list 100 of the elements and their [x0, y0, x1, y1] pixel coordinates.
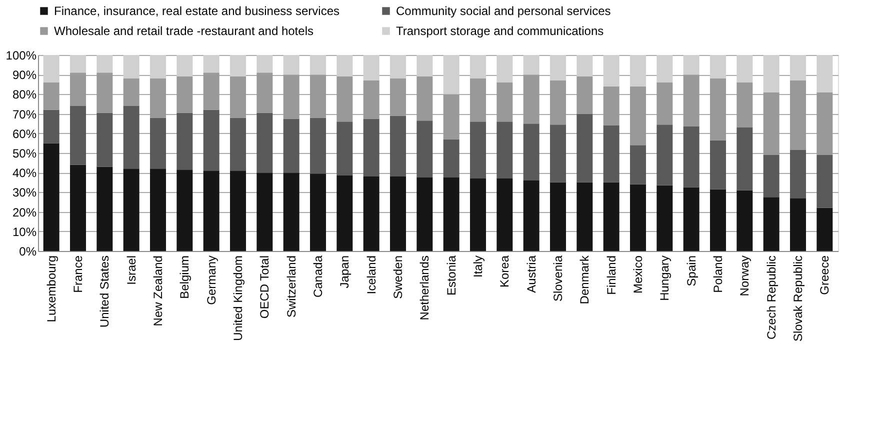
bar [230, 55, 246, 77]
bar [283, 172, 300, 251]
y-tick-label: 70% [12, 107, 37, 122]
bar [43, 143, 60, 251]
bar [96, 55, 113, 73]
bar [390, 116, 406, 177]
bar [710, 189, 726, 251]
bar [203, 55, 220, 73]
bar [630, 184, 646, 251]
bar [123, 106, 140, 169]
bar [283, 55, 300, 75]
bar [416, 120, 433, 178]
bar [523, 74, 540, 124]
bar [176, 170, 193, 251]
bar [70, 55, 86, 73]
bar [656, 82, 673, 125]
bar [683, 126, 700, 188]
bar [683, 55, 700, 75]
bar [416, 55, 433, 77]
x-tick-label: Poland [711, 256, 725, 293]
bar [390, 78, 406, 116]
bar [150, 168, 166, 251]
bar [550, 80, 566, 125]
bar [230, 76, 246, 118]
bar [283, 74, 300, 119]
bar [496, 55, 513, 82]
x-tick-label: Sweden [391, 256, 405, 299]
x-tick-label: OECD Total [258, 256, 272, 319]
x-tick-label: Austria [524, 255, 538, 293]
x-tick-label: France [71, 255, 85, 293]
bar [70, 106, 86, 165]
x-tick-label: United Kingdom [231, 256, 245, 341]
x-tick-label: Estonia [444, 255, 458, 296]
bar [363, 55, 380, 80]
bar [310, 74, 326, 118]
bar [363, 176, 380, 251]
legend-label: Community social and personal services [396, 4, 611, 18]
x-tick-label: Netherlands [418, 256, 432, 320]
y-tick-label: 90% [12, 68, 37, 82]
y-tick-label: 50% [12, 146, 37, 160]
bar [310, 55, 326, 75]
bar [763, 55, 780, 92]
bar [816, 55, 833, 92]
bar [496, 122, 513, 178]
bar [576, 114, 593, 182]
bar [336, 76, 353, 122]
bar [550, 182, 566, 251]
bar [630, 86, 646, 146]
bar [683, 74, 700, 127]
bar [656, 55, 673, 82]
bar [176, 76, 193, 113]
bar [470, 178, 486, 251]
bar [790, 80, 806, 150]
bar [523, 124, 540, 180]
x-tick-label: Czech Republic [764, 256, 778, 340]
bar [256, 72, 273, 113]
bar [390, 176, 406, 251]
bar [363, 80, 380, 119]
bar [470, 55, 486, 79]
bar [630, 145, 646, 184]
y-tick-label: 100% [6, 48, 37, 62]
bar [443, 178, 460, 251]
bar [523, 55, 540, 75]
bar [96, 166, 113, 251]
bar [710, 78, 726, 140]
bar [96, 112, 113, 167]
bar [203, 170, 220, 251]
bar [256, 55, 273, 73]
bar [416, 178, 433, 251]
bar [230, 118, 246, 171]
bar [736, 55, 753, 82]
x-tick-label: Greece [818, 255, 832, 295]
x-tick-label: Hungary [658, 256, 672, 301]
bar [763, 197, 780, 251]
bar [150, 55, 166, 79]
x-tick-label: Finland [604, 256, 618, 295]
bar [43, 110, 60, 144]
bar [256, 112, 273, 173]
bar [443, 55, 460, 94]
bar [150, 78, 166, 118]
bar [656, 124, 673, 186]
x-tick-label: Canada [311, 255, 325, 298]
bar [150, 118, 166, 169]
bar [550, 124, 566, 182]
bar [550, 55, 566, 80]
bar [70, 164, 86, 251]
legend-label: Finance, insurance, real estate and business services [54, 4, 340, 18]
bar [310, 174, 326, 251]
x-tick-label: Slovak Republic [791, 256, 805, 342]
bar [603, 86, 620, 126]
bar [630, 55, 646, 86]
bar [496, 178, 513, 251]
x-tick-label: Luxembourg [44, 256, 58, 322]
bar [710, 55, 726, 79]
y-tick-label: 80% [12, 88, 37, 102]
bar [496, 82, 513, 122]
x-tick-label: Korea [498, 255, 512, 288]
bar [70, 72, 86, 106]
bar [576, 55, 593, 77]
bar [603, 182, 620, 251]
